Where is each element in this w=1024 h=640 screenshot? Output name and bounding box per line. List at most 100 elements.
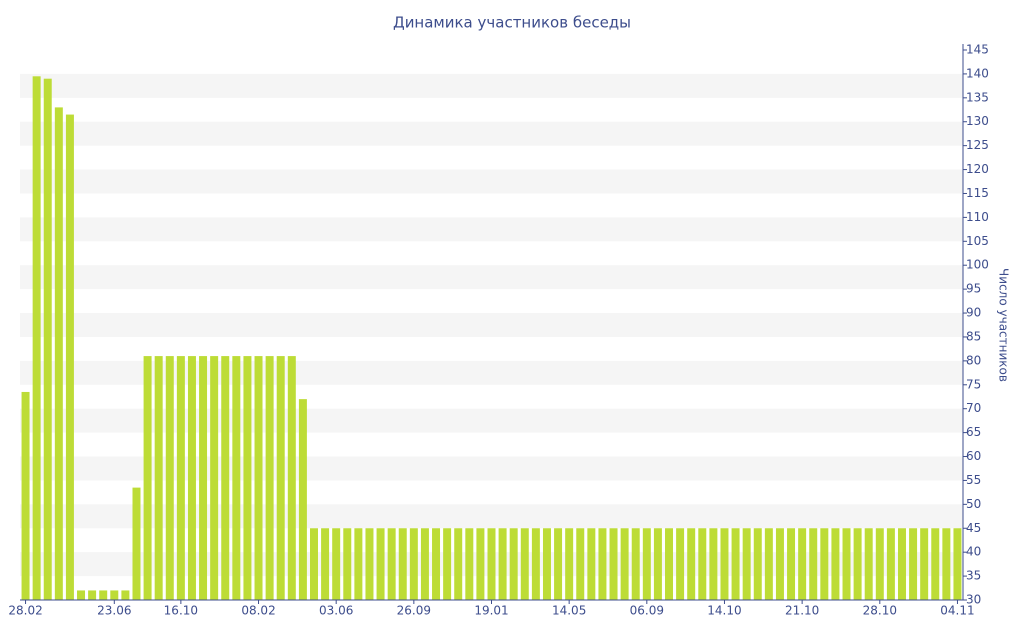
bar bbox=[531, 528, 540, 600]
bar bbox=[798, 528, 807, 600]
bar bbox=[620, 528, 629, 600]
y-tick-label: 110 bbox=[966, 210, 989, 224]
y-tick-label: 105 bbox=[966, 234, 989, 248]
bar bbox=[398, 528, 407, 600]
bar bbox=[409, 528, 418, 600]
bar bbox=[465, 528, 474, 600]
y-tick-label: 145 bbox=[966, 43, 989, 57]
x-tick-label: 23.06 bbox=[97, 604, 131, 618]
bar bbox=[121, 590, 130, 600]
bar bbox=[43, 78, 52, 600]
bar bbox=[232, 356, 241, 600]
bar bbox=[310, 528, 318, 600]
bar bbox=[487, 528, 496, 600]
bar bbox=[942, 528, 951, 600]
y-tick-label: 45 bbox=[966, 521, 981, 535]
x-tick-label: 06.09 bbox=[630, 604, 664, 618]
grid-band bbox=[20, 265, 963, 290]
y-tick-label: 55 bbox=[966, 473, 981, 487]
bar bbox=[831, 528, 840, 600]
bar bbox=[132, 487, 141, 600]
bar bbox=[287, 356, 296, 600]
bar bbox=[687, 528, 696, 600]
y-tick-label: 35 bbox=[966, 569, 981, 583]
bar bbox=[642, 528, 651, 600]
bar bbox=[443, 528, 452, 600]
bar bbox=[387, 528, 396, 600]
x-tick-label: 26.09 bbox=[397, 604, 431, 618]
bar bbox=[598, 528, 607, 600]
grid-band bbox=[20, 313, 963, 337]
bar bbox=[88, 590, 97, 600]
bar bbox=[21, 391, 30, 600]
y-tick-label: 125 bbox=[966, 138, 989, 152]
y-tick-label: 130 bbox=[966, 114, 989, 128]
y-tick-label: 30 bbox=[966, 593, 981, 607]
bar bbox=[742, 528, 751, 600]
y-tick-label: 120 bbox=[966, 162, 989, 176]
y-tick-label: 50 bbox=[966, 497, 981, 511]
grid-band bbox=[20, 73, 963, 98]
grid-band bbox=[20, 169, 963, 194]
y-tick-label: 65 bbox=[966, 425, 981, 439]
bar bbox=[909, 528, 918, 600]
x-tick-label: 21.10 bbox=[785, 604, 819, 618]
y-tick-label: 75 bbox=[966, 377, 981, 391]
y-tick-label: 60 bbox=[966, 449, 981, 463]
grid-band bbox=[20, 217, 963, 242]
y-tick-label: 95 bbox=[966, 282, 981, 296]
bar bbox=[731, 528, 740, 600]
bar bbox=[709, 528, 718, 600]
bar bbox=[520, 528, 529, 600]
bar bbox=[875, 528, 884, 600]
bar bbox=[764, 528, 773, 600]
bar bbox=[720, 528, 729, 600]
bar bbox=[931, 528, 940, 600]
y-tick-label: 90 bbox=[966, 306, 981, 320]
bar bbox=[343, 528, 352, 600]
bar bbox=[420, 528, 429, 600]
bar bbox=[676, 528, 685, 600]
bar bbox=[809, 528, 818, 600]
bar bbox=[842, 528, 851, 600]
bar bbox=[853, 528, 862, 600]
bar bbox=[199, 356, 208, 600]
bar bbox=[77, 590, 86, 600]
bar bbox=[775, 528, 784, 600]
bar bbox=[631, 528, 640, 600]
bar bbox=[864, 528, 873, 600]
bar bbox=[210, 356, 219, 600]
bar bbox=[110, 590, 119, 600]
bar bbox=[154, 356, 163, 600]
y-axis-label: Число участников bbox=[997, 268, 1011, 382]
bar bbox=[698, 528, 707, 600]
x-tick-label: 16.10 bbox=[164, 604, 198, 618]
bar bbox=[32, 76, 41, 601]
bar bbox=[498, 528, 507, 600]
bar bbox=[542, 528, 551, 600]
x-tick-label: 14.05 bbox=[552, 604, 586, 618]
x-tick-label: 03.06 bbox=[319, 604, 353, 618]
bar bbox=[298, 399, 307, 600]
bar bbox=[653, 528, 662, 600]
bar bbox=[176, 356, 185, 600]
x-tick-label: 28.10 bbox=[863, 604, 897, 618]
x-tick-label: 14.10 bbox=[707, 604, 741, 618]
bar bbox=[165, 356, 174, 600]
bar bbox=[321, 528, 330, 600]
bar bbox=[143, 356, 152, 600]
bar bbox=[920, 528, 929, 600]
x-tick-label: 19.01 bbox=[474, 604, 508, 618]
y-tick-label: 85 bbox=[966, 329, 981, 343]
bar bbox=[65, 114, 74, 600]
grid-band bbox=[20, 121, 963, 146]
bar bbox=[476, 528, 485, 600]
bar bbox=[897, 528, 906, 600]
bar bbox=[376, 528, 385, 600]
y-tick-label: 115 bbox=[966, 186, 989, 200]
bar bbox=[265, 356, 274, 600]
y-tick-label: 100 bbox=[966, 258, 989, 272]
bar bbox=[432, 528, 441, 600]
bar bbox=[243, 356, 252, 600]
